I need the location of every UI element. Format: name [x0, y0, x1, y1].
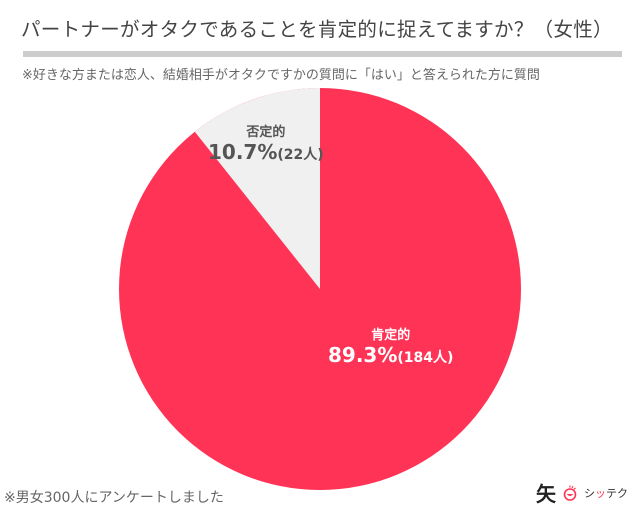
- logo-text: シッテク: [584, 485, 628, 501]
- smiley-face-icon: [563, 485, 577, 501]
- logo-text-accent: ッ: [595, 486, 606, 500]
- brand-logo: 矢 シッテク: [536, 478, 628, 507]
- slice-percent-positive: 89.3%: [328, 343, 398, 367]
- chart-title: パートナーがオタクであることを肯定的に捉えてますか？（女性）: [21, 18, 613, 41]
- slice-name-positive: 肯定的: [371, 328, 411, 343]
- slice-name-negative: 否定的: [246, 125, 286, 140]
- chart-subtitle: ※好きな方または恋人、結婚相手がオタクですかの質問に「はい」と答えられた方に質問: [22, 68, 540, 83]
- slice-count-positive: (184人): [397, 350, 454, 366]
- slice-label-positive: 肯定的 89.3%(184人): [328, 324, 453, 367]
- logo-text-part: テク: [606, 486, 628, 500]
- pie-slice-negative: [194, 88, 320, 289]
- slice-count-negative: (22人): [277, 147, 324, 163]
- slice-label-negative: 否定的 10.7%(22人): [208, 121, 324, 164]
- title-underline: [23, 51, 622, 57]
- logo-text-part: シ: [584, 486, 595, 500]
- logo-kanji: 矢: [536, 482, 556, 506]
- survey-footnote: ※男女300人にアンケートしました: [4, 490, 224, 506]
- slice-percent-negative: 10.7%: [208, 140, 278, 164]
